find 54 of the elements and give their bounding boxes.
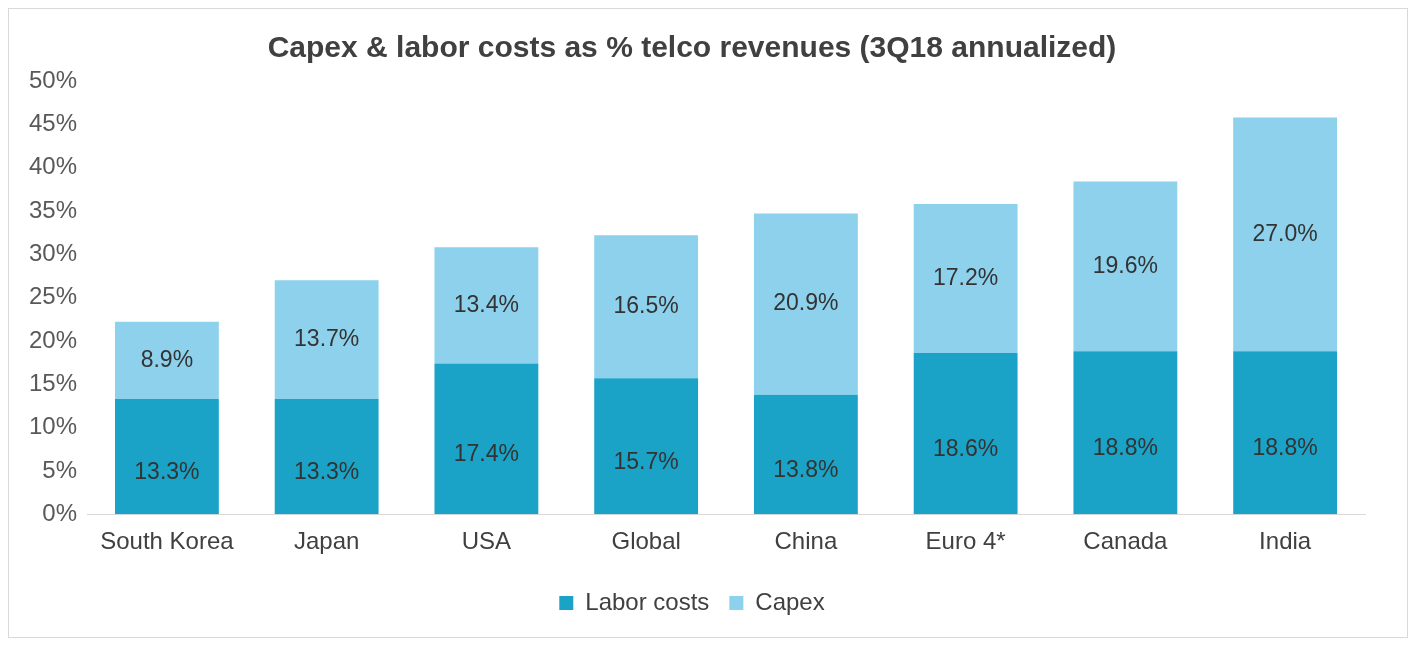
data-label: 17.2% bbox=[933, 263, 999, 290]
data-label: 15.7% bbox=[613, 447, 679, 474]
y-tick-label: 30% bbox=[28, 238, 78, 266]
data-label: 16.5% bbox=[613, 292, 679, 319]
data-label: 27.0% bbox=[1252, 219, 1318, 246]
bar bbox=[594, 235, 699, 379]
x-tick-label: South Korea bbox=[100, 527, 235, 555]
x-tick-label: Global bbox=[611, 527, 681, 555]
data-label: 18.8% bbox=[1252, 434, 1318, 461]
y-tick-label: 35% bbox=[28, 195, 78, 223]
bar bbox=[753, 213, 858, 395]
x-tick-label: USA bbox=[461, 527, 512, 555]
data-label: 13.7% bbox=[294, 324, 360, 351]
data-label: 13.4% bbox=[453, 290, 520, 317]
bar bbox=[114, 321, 219, 399]
bar bbox=[274, 398, 379, 515]
y-tick-label: 15% bbox=[28, 368, 78, 396]
y-tick-label: 5% bbox=[42, 455, 78, 483]
data-label: 18.8% bbox=[1092, 434, 1158, 461]
bar bbox=[1073, 181, 1178, 352]
legend-label: Capex bbox=[755, 587, 825, 615]
bar bbox=[434, 247, 539, 364]
x-tick-label: Euro 4* bbox=[925, 527, 1006, 555]
data-label: 18.6% bbox=[933, 434, 999, 461]
bar bbox=[274, 280, 379, 399]
data-label: 8.9% bbox=[140, 345, 194, 372]
data-label: 13.3% bbox=[294, 457, 360, 484]
y-tick-label: 10% bbox=[28, 412, 78, 440]
x-tick-label: Japan bbox=[293, 527, 360, 555]
bar bbox=[1233, 117, 1338, 352]
bar bbox=[1073, 351, 1178, 515]
bar bbox=[434, 363, 539, 515]
x-tick-label: Canada bbox=[1083, 527, 1169, 555]
legend-label: Labor costs bbox=[585, 587, 710, 615]
bar bbox=[753, 394, 858, 515]
y-tick-label: 40% bbox=[28, 152, 78, 180]
bar bbox=[1233, 351, 1338, 515]
bar bbox=[913, 204, 1018, 354]
chart-title: Capex & labor costs as % telco revenues (3Q18 annualized) bbox=[267, 30, 1117, 64]
bar bbox=[913, 353, 1018, 515]
y-tick-label: 0% bbox=[42, 498, 78, 526]
y-tick-label: 45% bbox=[28, 108, 78, 136]
data-label: 17.4% bbox=[453, 440, 520, 467]
bar bbox=[114, 398, 219, 515]
data-label: 13.3% bbox=[134, 457, 200, 484]
x-tick-label: India bbox=[1259, 527, 1312, 555]
bar bbox=[594, 378, 699, 515]
y-tick-label: 25% bbox=[28, 282, 78, 310]
data-label: 19.6% bbox=[1092, 251, 1158, 278]
y-tick-label: 20% bbox=[28, 325, 78, 353]
x-tick-label: China bbox=[774, 527, 838, 555]
data-label: 20.9% bbox=[773, 289, 839, 316]
data-label: 13.8% bbox=[773, 455, 839, 482]
y-tick-label: 50% bbox=[28, 65, 78, 93]
